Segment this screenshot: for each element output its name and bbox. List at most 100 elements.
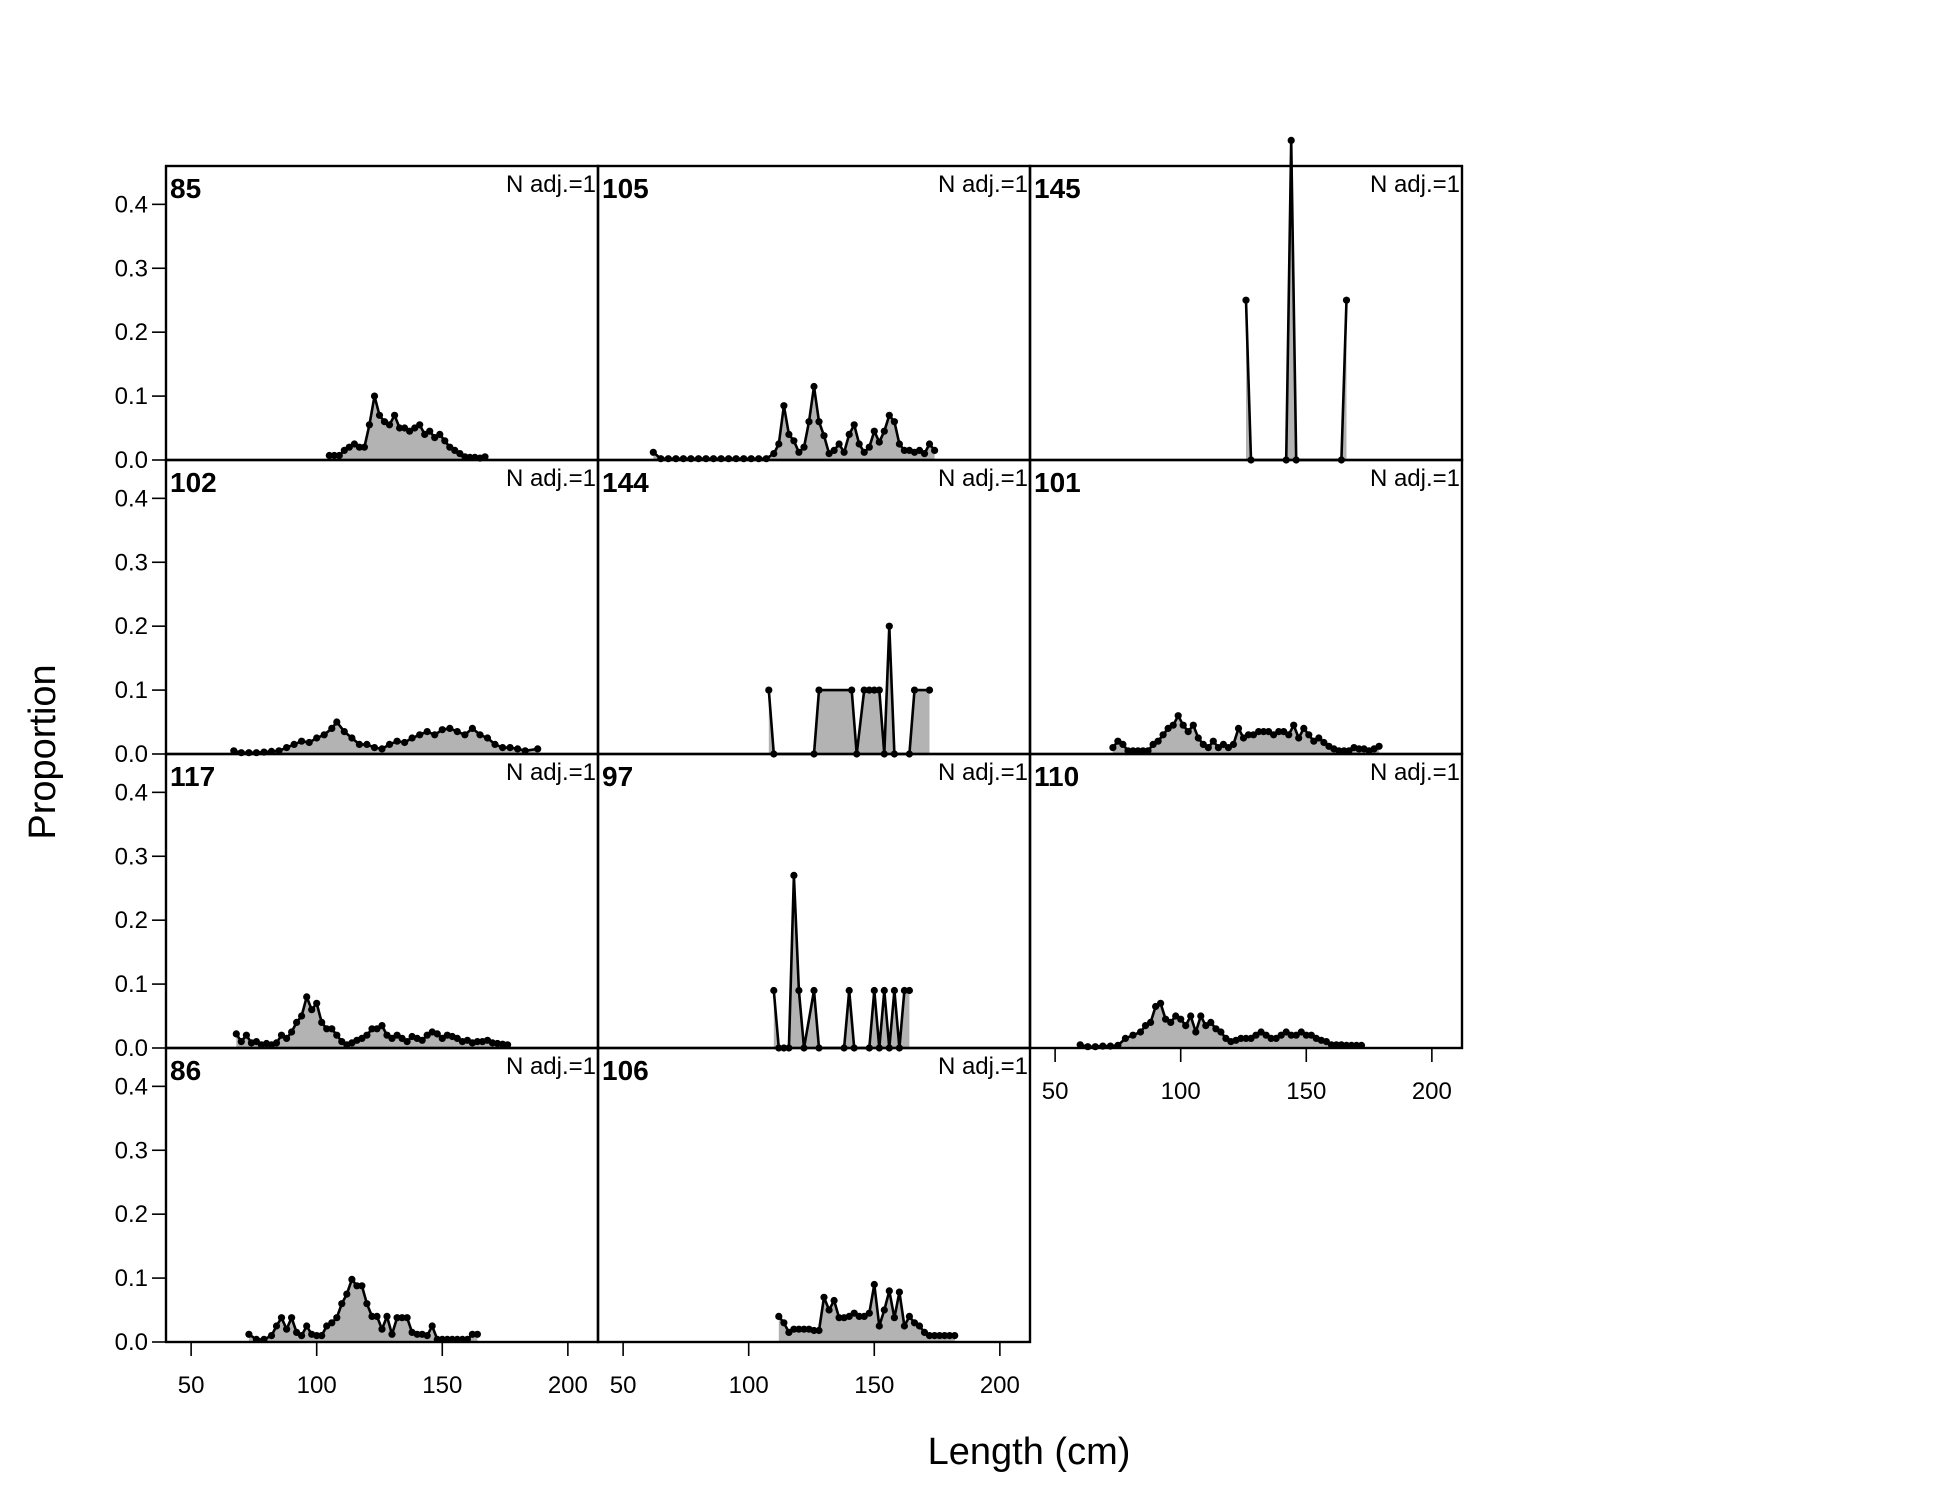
data-point: [340, 728, 348, 736]
data-point: [875, 686, 883, 694]
data-point: [433, 1030, 441, 1038]
data-point: [272, 1039, 281, 1047]
data-point: [1342, 296, 1351, 304]
panel-106: 106 N adj.=1 50 100 150 200: [596, 1046, 1032, 1399]
data-point: [740, 455, 748, 463]
data-point: [1157, 999, 1165, 1007]
data-point: [910, 686, 919, 694]
data-point: [1119, 740, 1127, 749]
data-point: [785, 430, 793, 438]
data-point: [747, 455, 755, 463]
y-tick-label: 0.3: [115, 549, 148, 576]
data-point: [398, 1314, 406, 1322]
data-point: [931, 1332, 939, 1340]
data-point: [800, 443, 808, 451]
data-point: [360, 443, 368, 451]
y-tick-label: 0.4: [115, 191, 148, 218]
y-tick-label: 0.2: [115, 319, 148, 346]
data-point: [491, 740, 499, 749]
data-point: [1275, 728, 1283, 736]
data-point: [363, 1031, 371, 1039]
data-point: [795, 448, 803, 456]
panel-97: 97 N adj.=1: [596, 752, 1032, 1052]
panel-144: 144 N adj.=1: [596, 458, 1032, 758]
panel-105: 105 N adj.=1: [596, 164, 1032, 463]
data-point: [514, 745, 522, 753]
panel-85: 85 N adj.=1 0.0 0.1 0.2 0.3 0.4: [115, 164, 600, 474]
data-point: [1335, 747, 1343, 755]
data-point: [267, 1332, 276, 1340]
data-point: [534, 745, 542, 753]
data-point: [308, 1006, 316, 1014]
panel-label: 144: [602, 467, 649, 498]
data-point: [895, 440, 904, 448]
data-point: [1355, 745, 1363, 753]
data-point: [375, 411, 384, 419]
data-point: [303, 993, 311, 1001]
data-point: [865, 1309, 873, 1317]
data-point: [368, 1312, 376, 1320]
n-adj-label: N adj.=1: [938, 759, 1028, 786]
data-point: [461, 731, 469, 739]
panel-102: 102 N adj.=1 0.0 0.1 0.2 0.3 0.4: [115, 458, 600, 768]
data-point: [348, 1275, 356, 1283]
data-point: [416, 731, 424, 739]
data-point: [418, 1036, 426, 1044]
data-point: [780, 1319, 788, 1327]
data-point: [1242, 1034, 1250, 1042]
data-point: [283, 1325, 291, 1333]
data-point: [1320, 738, 1328, 747]
data-point: [370, 744, 379, 752]
data-point: [1084, 1043, 1092, 1051]
n-adj-label: N adj.=1: [506, 171, 596, 198]
panel-frame: [596, 1046, 1032, 1344]
data-point: [1332, 1041, 1340, 1049]
data-point: [237, 1038, 245, 1046]
data-point: [1187, 1012, 1195, 1020]
data-point: [905, 1312, 914, 1320]
data-point: [1147, 1018, 1155, 1026]
data-point: [1207, 1018, 1215, 1026]
data-point: [900, 986, 909, 995]
data-point: [770, 986, 778, 995]
data-point: [393, 1314, 401, 1322]
data-point: [865, 443, 873, 451]
data-point: [1260, 728, 1268, 736]
data-point: [1189, 721, 1197, 729]
data-point: [815, 686, 823, 694]
data-point: [1287, 1031, 1295, 1039]
data-point: [775, 1312, 783, 1320]
data-point: [323, 1025, 331, 1033]
y-tick-label: 0.0: [115, 447, 148, 474]
n-adj-label: N adj.=1: [938, 1053, 1028, 1080]
data-point: [875, 1322, 883, 1330]
data-point: [385, 421, 394, 429]
data-point: [298, 737, 306, 745]
data-point: [885, 622, 893, 630]
data-point: [795, 1325, 803, 1333]
data-point: [1287, 136, 1295, 144]
x-tick-label: 100: [1161, 1078, 1201, 1105]
data-point: [1182, 1022, 1190, 1030]
data-point: [1204, 744, 1212, 752]
data-point: [790, 871, 798, 880]
n-adj-label: N adj.=1: [1370, 171, 1460, 198]
y-tick-label: 0.0: [115, 1329, 148, 1356]
data-point: [423, 728, 431, 736]
data-point: [870, 427, 878, 435]
data-point: [810, 382, 818, 391]
x-axis-label: Length (cm): [928, 1431, 1131, 1473]
data-point: [815, 418, 823, 426]
data-point: [664, 455, 672, 463]
data-point: [1169, 721, 1177, 729]
x-tick-label: 200: [548, 1372, 588, 1399]
data-point: [283, 744, 291, 752]
data-point: [355, 740, 363, 749]
data-point: [318, 1018, 326, 1026]
data-point: [875, 438, 883, 446]
data-point: [845, 986, 853, 995]
data-point: [242, 1031, 250, 1039]
data-point: [441, 437, 449, 445]
panel-label: 86: [170, 1055, 201, 1086]
data-point: [506, 744, 514, 752]
